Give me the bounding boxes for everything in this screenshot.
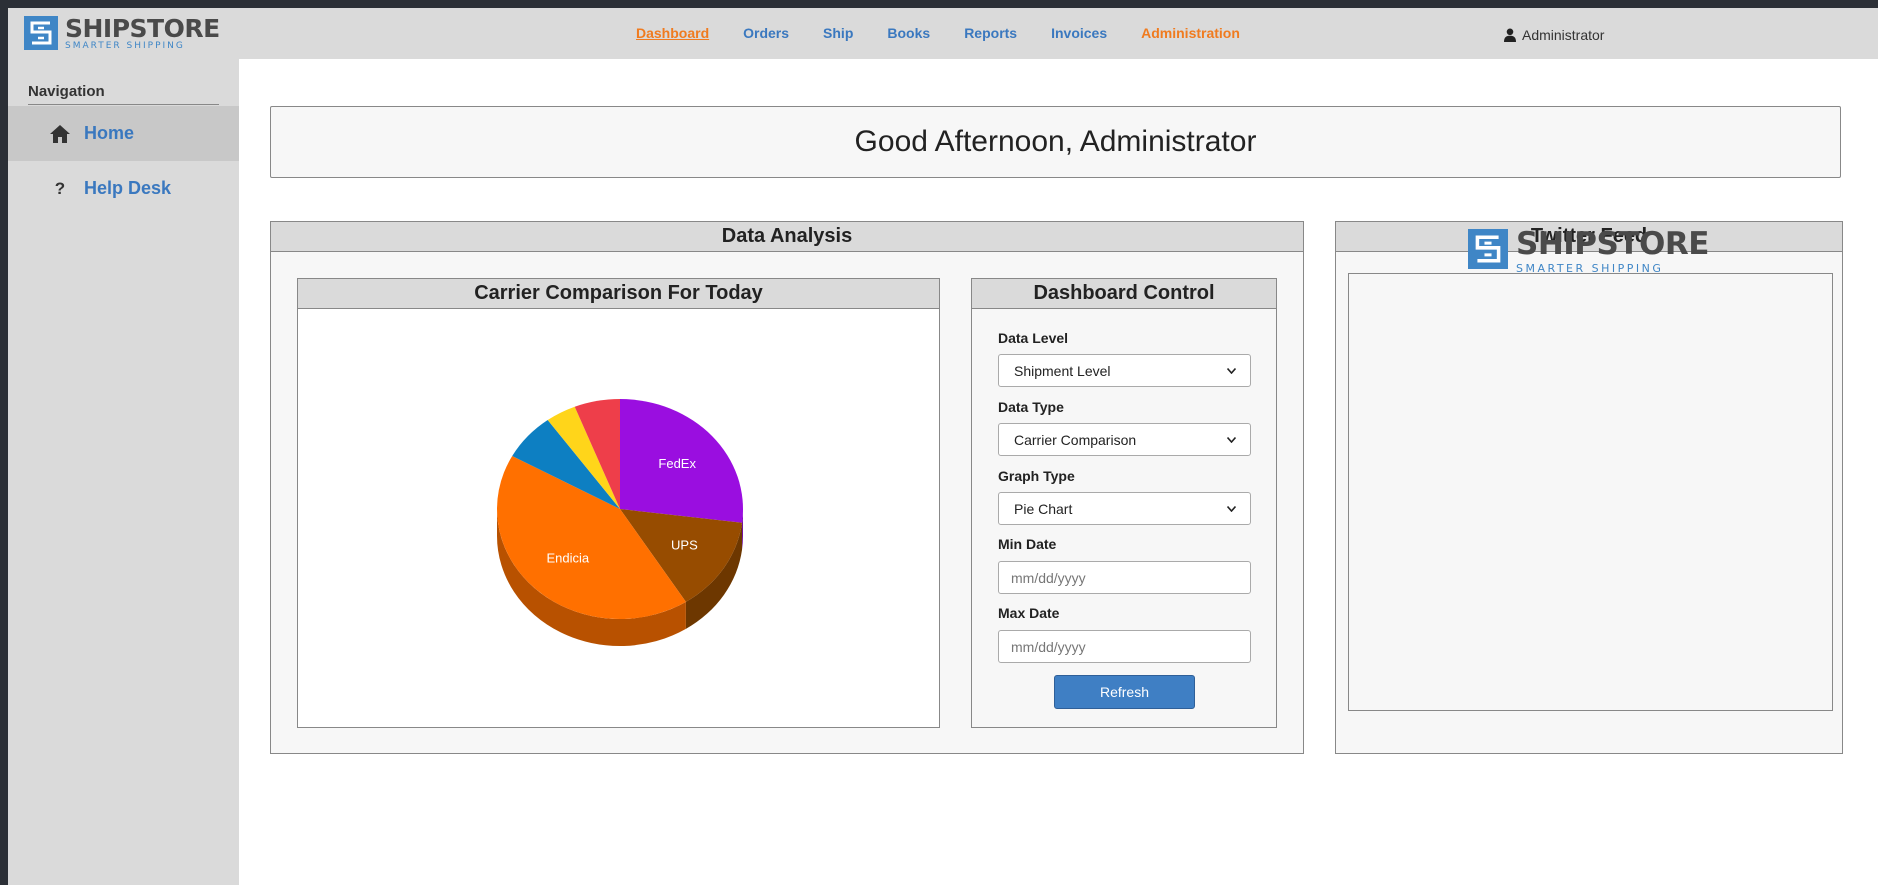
data-type-label: Data Type [998, 399, 1064, 415]
twitter-feed-panel: Twitter Feed SHIPSTORE SMARTER SHIPPING [1335, 221, 1843, 754]
chevron-down-icon [1227, 367, 1236, 374]
twitter-brand-name: SHIPSTORE [1516, 226, 1709, 262]
chart-panel-title: Carrier Comparison For Today [298, 279, 939, 309]
data-type-select[interactable]: Carrier Comparison [998, 423, 1251, 456]
nav-reports[interactable]: Reports [964, 25, 1018, 41]
pie-side-walls [497, 509, 743, 646]
nav-books[interactable]: Books [887, 25, 931, 41]
sidebar-item-help-desk[interactable]: ? Help Desk [8, 161, 239, 216]
pie-slice-fedex[interactable] [620, 399, 743, 523]
user-menu[interactable]: Administrator [1504, 27, 1604, 43]
shipstore-logo-mark-icon [24, 16, 58, 50]
data-level-select[interactable]: Shipment Level [998, 354, 1251, 387]
nav-dashboard[interactable]: Dashboard [636, 25, 710, 41]
max-date-placeholder: mm/dd/yyyy [1011, 638, 1086, 655]
pie-side-ups [685, 522, 743, 629]
greeting-banner: Good Afternoon, Administrator [270, 106, 1841, 178]
min-date-placeholder: mm/dd/yyyy [1011, 569, 1086, 586]
pie-label-ups: UPS [671, 538, 698, 553]
data-level-label: Data Level [998, 330, 1069, 346]
sidebar-item-home[interactable]: Home [8, 106, 239, 161]
chevron-down-icon [1227, 436, 1236, 443]
data-analysis-panel: Data Analysis Carrier Comparison For Tod… [270, 221, 1304, 754]
shipstore-logo[interactable]: SHIPSTORE SMARTER SHIPPING [24, 16, 220, 51]
carrier-pie-chart[interactable]: FedEx UPS Endicia [298, 309, 939, 727]
min-date-input[interactable]: mm/dd/yyyy [998, 561, 1251, 594]
pie-slice-endicia[interactable] [497, 456, 686, 619]
main-nav: Dashboard Orders Ship Books Reports Invo… [636, 25, 1274, 41]
data-level-value: Shipment Level [1014, 362, 1111, 379]
sidebar-divider [28, 104, 219, 105]
max-date-input[interactable]: mm/dd/yyyy [998, 630, 1251, 663]
sidebar-item-label: Help Desk [84, 178, 172, 198]
user-name: Administrator [1522, 27, 1605, 43]
top-bar: SHIPSTORE SMARTER SHIPPING Dashboard Ord… [8, 8, 1878, 59]
brand-tagline: SMARTER SHIPPING [65, 41, 185, 51]
pie-slice-slice-4[interactable] [547, 406, 620, 509]
data-type-value: Carrier Comparison [1014, 431, 1137, 448]
pie-side-endicia [497, 509, 686, 646]
sidebar: Navigation Home ? Help Desk [8, 59, 239, 885]
twitter-brand-logo: SHIPSTORE SMARTER SHIPPING [1468, 229, 1709, 275]
graph-type-label: Graph Type [998, 468, 1075, 484]
brand-name: SHIPSTORE [65, 14, 220, 43]
sidebar-item-label: Home [84, 123, 135, 143]
shipstore-logo-mark-icon [1468, 229, 1508, 269]
graph-type-select[interactable]: Pie Chart [998, 492, 1251, 525]
pie-side-fedex [742, 509, 743, 550]
nav-administration[interactable]: Administration [1141, 25, 1240, 41]
sidebar-title: Navigation [28, 83, 105, 100]
pie-label-fedex: FedEx [658, 456, 696, 471]
chevron-down-icon [1227, 505, 1236, 512]
max-date-label: Max Date [998, 605, 1060, 621]
dashboard-control-panel: Dashboard Control Data Level Shipment Le… [971, 278, 1277, 728]
greeting-text: Good Afternoon, Administrator [854, 125, 1257, 158]
min-date-label: Min Date [998, 536, 1057, 552]
nav-ship[interactable]: Ship [823, 25, 854, 41]
question-icon: ? [54, 178, 66, 198]
home-icon [48, 124, 72, 143]
user-icon [1504, 28, 1516, 42]
chart-panel: Carrier Comparison For Today FedEx UPS End… [297, 278, 940, 728]
data-analysis-title: Data Analysis [271, 222, 1303, 252]
twitter-feed-title: Twitter Feed [1336, 222, 1842, 252]
pie-slice-slice-5[interactable] [574, 399, 620, 509]
twitter-brand-tagline: SMARTER SHIPPING [1516, 262, 1664, 275]
graph-type-value: Pie Chart [1014, 500, 1073, 517]
pie-slice-slice-3[interactable] [512, 420, 620, 509]
pie-label-endicia: Endicia [546, 551, 589, 566]
pie-slice-ups[interactable] [620, 509, 743, 602]
app-window: SHIPSTORE SMARTER SHIPPING Dashboard Ord… [8, 8, 1878, 885]
nav-orders[interactable]: Orders [743, 25, 790, 41]
dashboard-control-title: Dashboard Control [972, 279, 1276, 309]
refresh-button[interactable]: Refresh [1054, 675, 1195, 709]
twitter-feed-content[interactable] [1348, 273, 1833, 711]
nav-invoices[interactable]: Invoices [1051, 25, 1108, 41]
